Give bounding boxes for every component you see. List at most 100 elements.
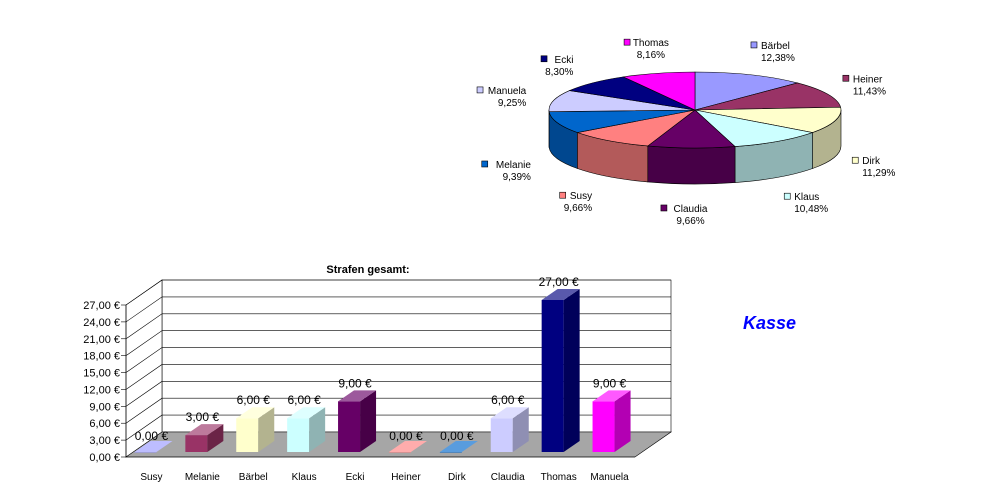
bar-melanie: 3,00 € (185, 410, 224, 452)
bar-front (338, 401, 361, 452)
pie-legend-swatch (783, 192, 791, 200)
bar-ecki: 9,00 € (338, 376, 377, 452)
bar-front (287, 418, 310, 452)
x-tick-label-claudia: Claudia (491, 472, 525, 483)
bar-top (236, 407, 275, 419)
y-tick-label: 18,00 € (83, 351, 120, 363)
bar-front (541, 300, 564, 452)
y-tick-label: 9,00 € (89, 401, 120, 413)
pie-label-percent: 11,43% (853, 86, 886, 97)
pie-legend-swatch (623, 38, 631, 46)
bar-chart: Strafen gesamt: 0,00 € 3,00 € 6,00 € 9,00 € 1… (83, 264, 672, 483)
pie-slice-claudia (646, 109, 736, 149)
bar-susy: 0,00 € (134, 429, 173, 453)
kasse-label: Kasse (743, 313, 797, 333)
pie-legend-swatch (660, 204, 668, 212)
x-tick-label-bärbel: Bärbel (239, 472, 268, 483)
pie-legend-swatch (750, 41, 758, 49)
pie-label-name: Melanie (496, 160, 531, 171)
pie-label-percent: 12,38% (761, 53, 795, 64)
bar-top (490, 407, 529, 419)
y-tick-label: 21,00 € (83, 334, 120, 346)
pie-label-name: Susy (570, 191, 592, 202)
bar-gridline (125, 296, 671, 323)
pie-label-percent: 8,30% (545, 67, 573, 78)
bar-value-label: 0,00 € (135, 429, 169, 443)
pie-slice-melanie (548, 109, 696, 133)
pie-side-claudia (647, 145, 736, 185)
bar-value-label: 27,00 € (539, 275, 579, 289)
bar-gridline (125, 381, 671, 407)
bar-top (388, 441, 427, 452)
bar-top (592, 390, 631, 402)
x-tick-label-ecki: Ecki (346, 472, 365, 483)
pie-label-name: Ecki (555, 55, 574, 66)
x-tick-label-manuela: Manuela (590, 472, 629, 483)
bar-side (207, 424, 224, 452)
x-tick-label-melanie: Melanie (185, 472, 220, 483)
bar-chart-title: Strafen gesamt: (326, 264, 409, 276)
x-tick-label-klaus: Klaus (292, 472, 317, 483)
y-tick-label: 6,00 € (89, 418, 120, 430)
bar-thomas: 27,00 € (539, 275, 580, 452)
bar-front (134, 452, 157, 453)
pie-label-name: Thomas (633, 38, 669, 49)
y-tick-label: 12,00 € (83, 384, 120, 396)
bar-heiner: 0,00 € (388, 429, 427, 453)
pie-label-name: Claudia (674, 204, 708, 215)
bar-top (185, 424, 224, 436)
y-tick-label: 3,00 € (89, 435, 120, 447)
bar-side (258, 407, 275, 452)
bar-front (236, 418, 259, 452)
pie-label-percent: 10,48% (794, 204, 828, 215)
y-tick-label: 27,00 € (83, 300, 120, 312)
bar-front (388, 452, 411, 453)
pie-label-name: Manuela (488, 86, 527, 97)
bar-manuela: 9,00 € (592, 376, 631, 452)
pie-legend-swatch (842, 74, 850, 82)
bar-top (541, 289, 580, 300)
x-tick-label-susy: Susy (140, 472, 162, 483)
pie-slice-manuela (548, 90, 696, 112)
bar-value-label: 0,00 € (440, 429, 474, 443)
pie-label-name: Klaus (794, 192, 819, 203)
y-tick-label: 24,00 € (83, 317, 120, 329)
bar-front (592, 401, 615, 452)
y-tick-label: 0,00 € (89, 452, 120, 464)
x-tick-label-dirk: Dirk (448, 472, 467, 483)
pie-slice-susy (576, 109, 696, 147)
pie-label-name: Bärbel (761, 41, 790, 52)
pie-legend-swatch (476, 86, 484, 94)
pie-label-name: Heiner (853, 74, 883, 85)
bar-value-label: 9,00 € (338, 376, 372, 390)
bar-gridline (125, 279, 671, 306)
bar-value-label: 0,00 € (389, 429, 423, 443)
bar-value-label: 6,00 € (287, 393, 321, 407)
pie-legend-swatch (481, 160, 489, 168)
bar-gridline (125, 364, 671, 390)
bar-gridline (125, 347, 671, 373)
bar-side (309, 407, 326, 452)
pie-slice-dirk (694, 106, 842, 133)
bar-klaus: 6,00 € (287, 393, 326, 452)
pie-legend-swatch (559, 191, 567, 199)
bar-value-label: 6,00 € (491, 393, 525, 407)
bar-dirk: 0,00 € (439, 429, 478, 453)
pie-slice-heiner (694, 82, 841, 111)
bar-side (563, 289, 580, 452)
pie-label-percent: 11,29% (862, 168, 895, 179)
bar-bärbel: 6,00 € (236, 393, 275, 452)
bar-side (360, 390, 377, 452)
bar-front (185, 435, 208, 452)
bar-top (287, 407, 326, 419)
bar-value-label: 9,00 € (593, 376, 627, 390)
bar-front (490, 418, 513, 452)
